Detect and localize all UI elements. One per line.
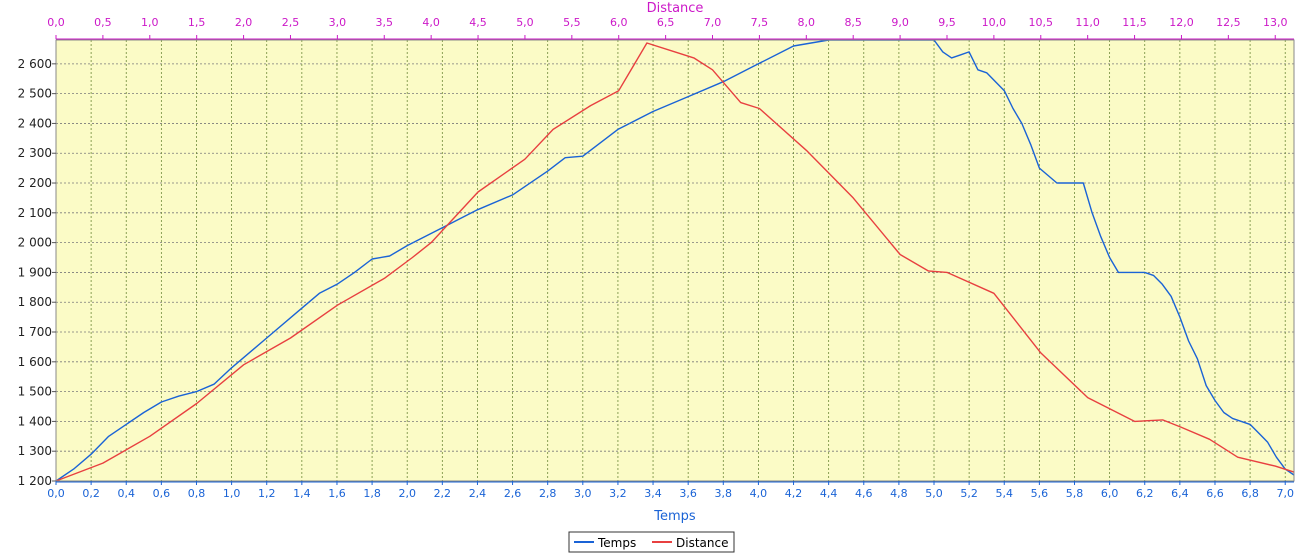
x-top-tick-label: 11,5: [1122, 16, 1147, 29]
x-bottom-tick-label: 0,0: [47, 487, 65, 500]
y-tick-label: 1 200: [18, 474, 52, 488]
x-bottom-tick-label: 2,8: [539, 487, 557, 500]
x-top-tick-label: 4,0: [422, 16, 440, 29]
top-axis-title: Distance: [647, 1, 704, 16]
x-bottom-tick-label: 4,8: [890, 487, 908, 500]
y-tick-label: 2 500: [18, 87, 52, 101]
x-bottom-tick-label: 1,4: [293, 487, 311, 500]
x-top-tick-label: 3,5: [376, 16, 394, 29]
x-bottom-tick-label: 2,0: [398, 487, 416, 500]
x-bottom-tick-label: 2,2: [434, 487, 452, 500]
x-bottom-tick-label: 0,4: [117, 487, 135, 500]
bottom-axis-title: Temps: [653, 509, 696, 524]
x-top-tick-label: 6,5: [657, 16, 675, 29]
x-bottom-tick-label: 5,0: [925, 487, 943, 500]
x-bottom-tick-label: 3,4: [644, 487, 662, 500]
x-top-tick-label: 11,0: [1075, 16, 1100, 29]
grid: [55, 40, 1294, 482]
y-tick-label: 1 600: [18, 355, 52, 369]
x-top-tick-label: 12,5: [1216, 16, 1241, 29]
x-bottom-tick-label: 6,4: [1171, 487, 1189, 500]
x-top-tick-label: 0,5: [94, 16, 112, 29]
x-bottom-tick-label: 4,6: [855, 487, 873, 500]
x-bottom-tick-label: 1,6: [328, 487, 346, 500]
x-top-tick-label: 5,0: [516, 16, 534, 29]
x-bottom-tick-label: 6,2: [1136, 487, 1154, 500]
x-top-tick-label: 13,0: [1263, 16, 1288, 29]
x-top-tick-label: 12,0: [1169, 16, 1194, 29]
x-bottom-tick-label: 5,4: [996, 487, 1014, 500]
y-tick-label: 1 400: [18, 414, 52, 428]
x-top-tick-label: 8,0: [798, 16, 816, 29]
plot-background: [56, 40, 1294, 481]
x-bottom-tick-label: 1,2: [258, 487, 276, 500]
legend-label-distance: Distance: [676, 536, 728, 550]
legend-label-temps: Temps: [597, 536, 636, 550]
x-bottom-tick-label: 0,6: [153, 487, 171, 500]
x-bottom-tick-label: 7,0: [1276, 487, 1294, 500]
x-top-tick-label: 7,5: [751, 16, 769, 29]
x-bottom-tick-label: 3,0: [574, 487, 592, 500]
x-top-tick-label: 9,5: [938, 16, 956, 29]
x-bottom-tick-label: 6,8: [1241, 487, 1259, 500]
y-tick-label: 1 500: [18, 385, 52, 399]
x-bottom-tick-label: 3,2: [609, 487, 627, 500]
x-bottom-tick-label: 0,2: [82, 487, 100, 500]
y-tick-label: 1 700: [18, 325, 52, 339]
x-top-tick-label: 6,0: [610, 16, 628, 29]
y-tick-label: 1 900: [18, 265, 52, 279]
legend-box: [568, 531, 735, 553]
x-bottom-tick-label: 4,0: [750, 487, 768, 500]
series-line-temps: [55, 39, 1295, 482]
x-top-tick-label: 2,0: [235, 16, 253, 29]
x-top-tick-label: 3,0: [329, 16, 347, 29]
x-bottom-tick-label: 1,8: [363, 487, 381, 500]
y-tick-label: 2 200: [18, 176, 52, 190]
x-top-tick-label: 1,0: [141, 16, 159, 29]
x-top-tick-label: 2,5: [282, 16, 300, 29]
x-bottom-tick-label: 6,0: [1101, 487, 1119, 500]
x-top-tick-label: 8,5: [844, 16, 862, 29]
x-bottom-tick-label: 5,6: [1031, 487, 1049, 500]
x-top-tick-label: 0,0: [47, 16, 65, 29]
series-line-distance: [55, 42, 1295, 482]
series-lines: [55, 39, 1295, 482]
plot-border: [55, 39, 1295, 482]
x-bottom-tick-label: 2,4: [469, 487, 487, 500]
x-bottom-tick-label: 5,8: [1066, 487, 1084, 500]
y-tick-label: 2 600: [18, 57, 52, 71]
x-top-tick-label: 7,0: [704, 16, 722, 29]
x-bottom-tick-label: 3,8: [715, 487, 733, 500]
x-bottom-tick-label: 0,8: [188, 487, 206, 500]
y-tick-label: 2 300: [18, 146, 52, 160]
x-bottom-tick-label: 2,6: [504, 487, 522, 500]
x-top-tick-label: 10,0: [982, 16, 1007, 29]
x-top-tick-label: 5,5: [563, 16, 581, 29]
x-top-tick-label: 10,5: [1029, 16, 1054, 29]
y-tick-label: 2 400: [18, 116, 52, 130]
x-top-tick-label: 1,5: [188, 16, 206, 29]
x-bottom-tick-label: 5,2: [960, 487, 978, 500]
legend: Temps Distance: [568, 531, 735, 553]
y-tick-label: 2 000: [18, 236, 52, 250]
y-tick-label: 1 300: [18, 444, 52, 458]
y-tick-label: 1 800: [18, 295, 52, 309]
x-top-tick-label: 4,5: [469, 16, 487, 29]
y-tick-label: 2 100: [18, 206, 52, 220]
x-bottom-tick-label: 6,6: [1206, 487, 1224, 500]
x-bottom-tick-label: 4,2: [785, 487, 803, 500]
x-top-tick-label: 9,0: [891, 16, 909, 29]
x-bottom-tick-label: 1,0: [223, 487, 241, 500]
x-bottom-tick-label: 3,6: [679, 487, 697, 500]
x-bottom-tick-label: 4,4: [820, 487, 838, 500]
tick-labels: 1 200 1 300 1 400 1 500 1 600 1 700 1 800 1 900…: [18, 16, 1294, 500]
